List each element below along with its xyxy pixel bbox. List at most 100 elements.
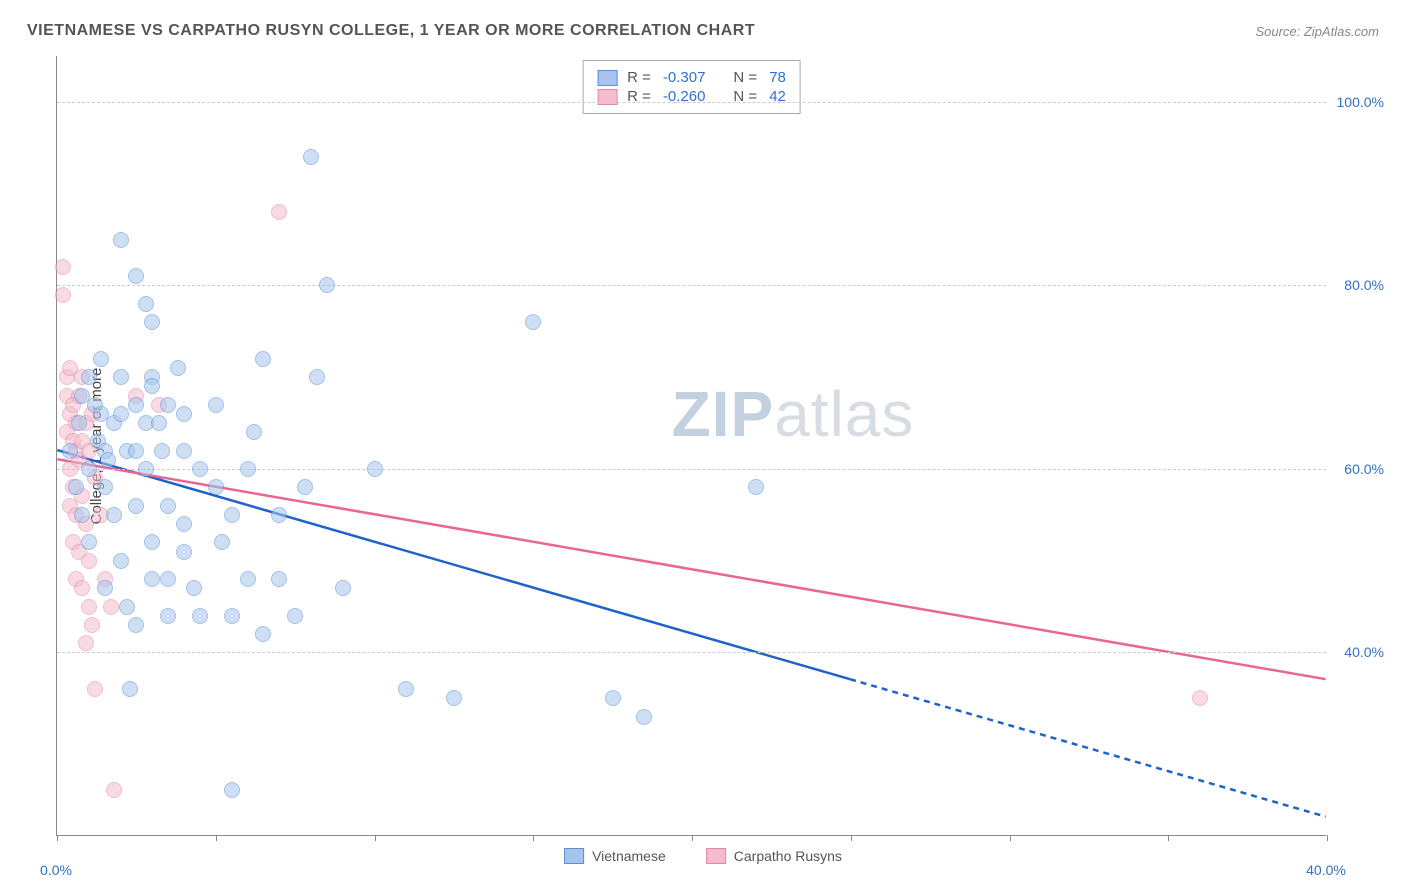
data-point-vietnamese bbox=[255, 351, 271, 367]
data-point-vietnamese bbox=[138, 296, 154, 312]
trend-lines-svg bbox=[57, 56, 1326, 835]
legend-item-vietnamese: Vietnamese bbox=[564, 848, 666, 864]
x-tick bbox=[57, 835, 58, 841]
data-point-vietnamese bbox=[255, 626, 271, 642]
x-tick bbox=[1327, 835, 1328, 841]
data-point-vietnamese bbox=[81, 534, 97, 550]
data-point-vietnamese bbox=[144, 378, 160, 394]
data-point-carpatho bbox=[78, 635, 94, 651]
data-point-vietnamese bbox=[97, 479, 113, 495]
data-point-vietnamese bbox=[309, 369, 325, 385]
swatch-vietnamese bbox=[564, 848, 584, 864]
data-point-vietnamese bbox=[144, 314, 160, 330]
data-point-vietnamese bbox=[335, 580, 351, 596]
scatter-plot-area: ZIPatlas R = -0.307 N = 78 R = -0.260 N … bbox=[56, 56, 1326, 836]
data-point-vietnamese bbox=[74, 507, 90, 523]
data-point-vietnamese bbox=[144, 534, 160, 550]
data-point-vietnamese bbox=[208, 397, 224, 413]
y-tick-label: 100.0% bbox=[1337, 94, 1384, 110]
data-point-vietnamese bbox=[122, 681, 138, 697]
y-tick-label: 60.0% bbox=[1344, 461, 1384, 477]
gridline bbox=[57, 102, 1326, 103]
chart-header: VIETNAMESE VS CARPATHO RUSYN COLLEGE, 1 … bbox=[27, 22, 1379, 40]
watermark: ZIPatlas bbox=[672, 377, 915, 451]
data-point-vietnamese bbox=[398, 681, 414, 697]
data-point-vietnamese bbox=[303, 149, 319, 165]
data-point-vietnamese bbox=[128, 498, 144, 514]
x-tick-label: 40.0% bbox=[1306, 862, 1346, 878]
data-point-vietnamese bbox=[240, 571, 256, 587]
data-point-vietnamese bbox=[97, 580, 113, 596]
gridline bbox=[57, 285, 1326, 286]
data-point-vietnamese bbox=[748, 479, 764, 495]
data-point-vietnamese bbox=[151, 415, 167, 431]
data-point-vietnamese bbox=[208, 479, 224, 495]
data-point-vietnamese bbox=[319, 277, 335, 293]
legend-item-carpatho: Carpatho Rusyns bbox=[706, 848, 842, 864]
data-point-vietnamese bbox=[128, 397, 144, 413]
data-point-vietnamese bbox=[68, 479, 84, 495]
chart-title: VIETNAMESE VS CARPATHO RUSYN COLLEGE, 1 … bbox=[27, 22, 755, 40]
data-point-vietnamese bbox=[71, 415, 87, 431]
x-tick bbox=[692, 835, 693, 841]
source-attribution: Source: ZipAtlas.com bbox=[1255, 24, 1379, 39]
data-point-carpatho bbox=[55, 287, 71, 303]
data-point-vietnamese bbox=[93, 351, 109, 367]
x-tick bbox=[375, 835, 376, 841]
x-tick bbox=[216, 835, 217, 841]
y-tick-label: 40.0% bbox=[1344, 644, 1384, 660]
data-point-vietnamese bbox=[240, 461, 256, 477]
data-point-vietnamese bbox=[271, 507, 287, 523]
data-point-carpatho bbox=[271, 204, 287, 220]
data-point-vietnamese bbox=[62, 443, 78, 459]
data-point-vietnamese bbox=[160, 608, 176, 624]
data-point-vietnamese bbox=[119, 599, 135, 615]
data-point-vietnamese bbox=[192, 461, 208, 477]
data-point-vietnamese bbox=[192, 608, 208, 624]
data-point-carpatho bbox=[87, 681, 103, 697]
x-tick bbox=[1168, 835, 1169, 841]
data-point-vietnamese bbox=[170, 360, 186, 376]
x-tick-label: 0.0% bbox=[40, 862, 72, 878]
data-point-vietnamese bbox=[138, 461, 154, 477]
data-point-vietnamese bbox=[106, 507, 122, 523]
data-point-vietnamese bbox=[160, 571, 176, 587]
data-point-vietnamese bbox=[81, 461, 97, 477]
data-point-vietnamese bbox=[176, 544, 192, 560]
data-point-vietnamese bbox=[246, 424, 262, 440]
data-point-carpatho bbox=[81, 553, 97, 569]
data-point-vietnamese bbox=[113, 369, 129, 385]
data-point-carpatho bbox=[1192, 690, 1208, 706]
data-point-vietnamese bbox=[287, 608, 303, 624]
x-tick bbox=[851, 835, 852, 841]
gridline bbox=[57, 652, 1326, 653]
data-point-vietnamese bbox=[186, 580, 202, 596]
correlation-stats-box: R = -0.307 N = 78 R = -0.260 N = 42 bbox=[582, 60, 801, 114]
data-point-vietnamese bbox=[176, 443, 192, 459]
data-point-vietnamese bbox=[224, 507, 240, 523]
data-point-vietnamese bbox=[128, 268, 144, 284]
data-point-vietnamese bbox=[144, 571, 160, 587]
data-point-vietnamese bbox=[113, 406, 129, 422]
y-tick-label: 80.0% bbox=[1344, 277, 1384, 293]
data-point-vietnamese bbox=[367, 461, 383, 477]
data-point-vietnamese bbox=[176, 516, 192, 532]
data-point-vietnamese bbox=[636, 709, 652, 725]
data-point-carpatho bbox=[74, 580, 90, 596]
data-point-vietnamese bbox=[154, 443, 170, 459]
data-point-vietnamese bbox=[214, 534, 230, 550]
data-point-vietnamese bbox=[113, 553, 129, 569]
x-tick bbox=[1010, 835, 1011, 841]
data-point-carpatho bbox=[106, 782, 122, 798]
data-point-vietnamese bbox=[224, 782, 240, 798]
data-point-vietnamese bbox=[160, 397, 176, 413]
swatch-carpatho bbox=[706, 848, 726, 864]
data-point-carpatho bbox=[103, 599, 119, 615]
data-point-vietnamese bbox=[271, 571, 287, 587]
stats-row-vietnamese: R = -0.307 N = 78 bbox=[597, 69, 786, 86]
data-point-vietnamese bbox=[128, 617, 144, 633]
data-point-vietnamese bbox=[605, 690, 621, 706]
data-point-carpatho bbox=[55, 259, 71, 275]
data-point-vietnamese bbox=[160, 498, 176, 514]
data-point-vietnamese bbox=[81, 369, 97, 385]
